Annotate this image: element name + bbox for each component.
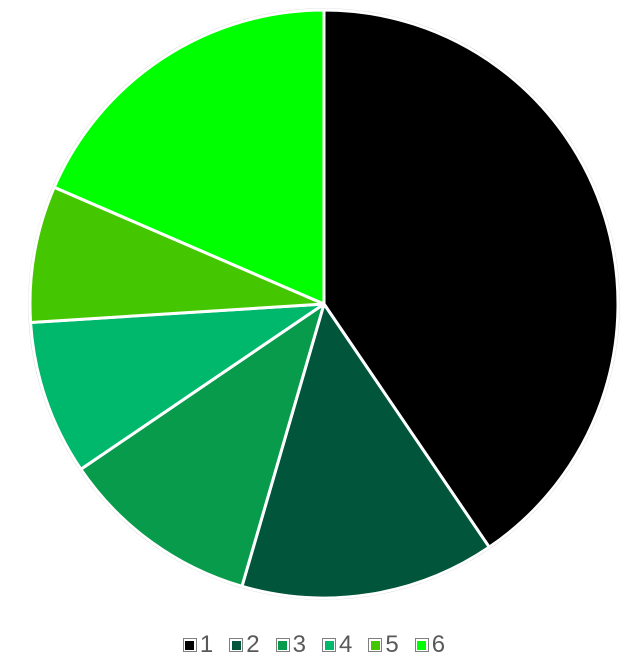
pie-slice-4 (29, 302, 326, 471)
legend-label-5: 5 (385, 631, 399, 658)
pie-slice-3 (79, 302, 326, 588)
legend-swatch-5 (368, 638, 383, 652)
legend-label-4: 4 (339, 631, 353, 658)
legend-item-2: 2 (229, 631, 260, 658)
pie-slice-1 (322, 8, 620, 549)
legend-label-3: 3 (292, 631, 306, 658)
legend-label-6: 6 (431, 631, 446, 658)
legend-swatch-6 (414, 638, 429, 652)
pie-chart (28, 8, 620, 600)
legend-item-3: 3 (275, 631, 306, 658)
legend-item-1: 1 (182, 631, 214, 658)
pie-slice-5 (28, 185, 326, 324)
legend-swatch-4 (322, 638, 336, 652)
pie-slice-6 (52, 8, 326, 306)
legend-label-1: 1 (199, 631, 214, 658)
legend-item-4: 4 (322, 633, 352, 657)
legend-item-5: 5 (368, 631, 399, 658)
legend-swatch-2 (229, 638, 244, 652)
legend-label-2: 2 (246, 631, 260, 658)
legend-item-6: 6 (414, 631, 446, 658)
legend: 1 2 3 4 5 6 (0, 628, 628, 662)
legend-swatch-3 (275, 638, 290, 652)
legend-swatch-1 (182, 638, 197, 652)
